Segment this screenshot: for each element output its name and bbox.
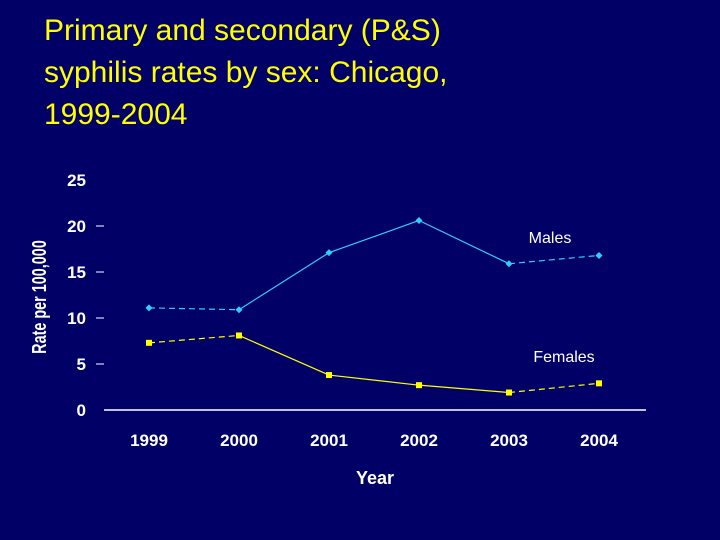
data-point	[235, 306, 243, 314]
series-segment	[508, 254, 600, 265]
title-line-2: syphilis rates by sex: Chicago,	[44, 56, 448, 89]
series-segment	[508, 382, 600, 394]
series-label-females: Females	[533, 349, 594, 366]
chart-title: Primary and secondary (P&S) syphilis rat…	[44, 10, 684, 136]
data-point	[416, 382, 422, 389]
data-point	[325, 249, 333, 257]
data-point	[595, 251, 603, 259]
series-males	[145, 216, 603, 314]
series-segment	[238, 252, 330, 311]
data-point	[326, 372, 332, 379]
x-tick-label: 2002	[400, 431, 438, 450]
series-segment	[328, 374, 420, 386]
y-tick-label: 15	[67, 263, 86, 282]
series-segment	[418, 384, 510, 394]
y-axis: 0 5 10 15 20 25	[67, 171, 104, 420]
data-point	[145, 304, 153, 312]
y-tick-label: 5	[77, 355, 86, 374]
data-point	[146, 339, 152, 346]
series-segment	[328, 219, 420, 254]
x-tick-label: 2003	[490, 431, 528, 450]
data-point	[415, 216, 423, 224]
series-females	[146, 332, 602, 396]
y-tick-label: 20	[67, 217, 86, 236]
y-tick-label: 0	[77, 401, 86, 420]
y-axis-title: Rate per 100,000	[27, 240, 50, 354]
data-point	[236, 332, 242, 339]
series-layer	[145, 216, 603, 396]
title-line-1: Primary and secondary (P&S)	[44, 14, 441, 47]
x-axis-title: Year	[356, 468, 394, 488]
y-tick-label: 10	[67, 309, 86, 328]
data-point	[596, 380, 602, 387]
series-segment	[148, 334, 240, 344]
series-segment	[238, 334, 330, 376]
x-tick-label: 2001	[310, 431, 348, 450]
y-tick-label: 25	[67, 171, 86, 190]
series-labels: Males Females	[529, 230, 595, 366]
x-tick-label: 2004	[580, 431, 618, 450]
series-label-males: Males	[529, 230, 572, 247]
series-segment	[418, 219, 510, 265]
x-axis: 1999 2000 2001 2002 2003 2004	[130, 431, 618, 450]
data-point	[506, 389, 512, 396]
x-tick-label: 1999	[130, 431, 168, 450]
x-tick-label: 2000	[220, 431, 258, 450]
data-point	[505, 260, 513, 268]
series-segment	[148, 307, 240, 311]
title-line-3: 1999-2004	[44, 98, 188, 131]
